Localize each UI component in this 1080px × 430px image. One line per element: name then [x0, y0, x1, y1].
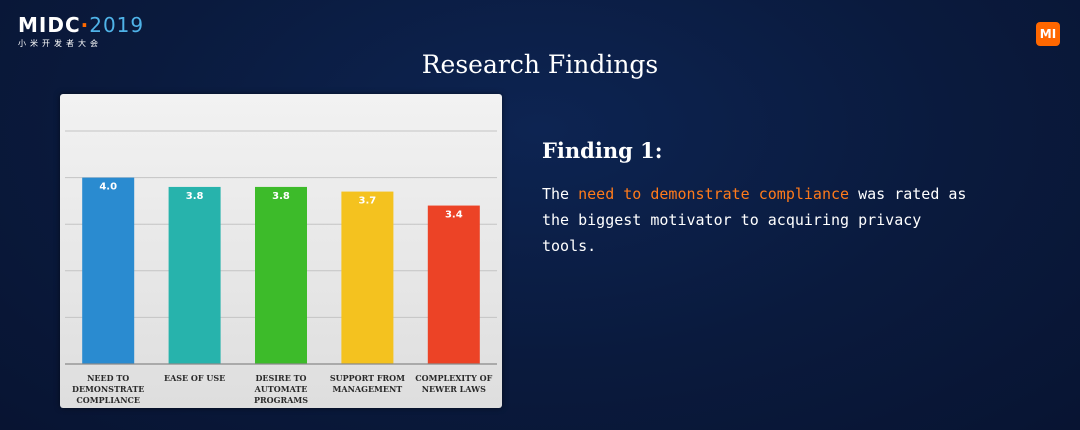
- bar-value-label: 3.4: [445, 210, 463, 221]
- bar-value-label: 4.0: [99, 182, 117, 193]
- category-label-line: NEED TO: [87, 373, 129, 383]
- bar-chart-panel: 4.0 NEED TO DEMONSTRATE COMPLIANCE 3.8 EASE O…: [60, 94, 502, 408]
- chart-bar: [255, 186, 307, 364]
- category-label: EASE OF USE: [164, 373, 225, 383]
- category-label-line: DEMONSTRATE: [72, 384, 144, 394]
- mi-logo-icon: MI: [1036, 22, 1060, 46]
- category-label-line: AUTOMATE: [254, 384, 308, 394]
- finding-heading: Finding 1:: [542, 138, 663, 163]
- finding-text-after: was rated as the biggest motivator to ac…: [542, 185, 967, 255]
- logo-year: 2019: [89, 13, 145, 37]
- category-label-line: MANAGEMENT: [333, 384, 403, 394]
- bar-chart: 4.0 NEED TO DEMONSTRATE COMPLIANCE 3.8 EASE O…: [65, 130, 497, 405]
- category-label: DESIRE TO AUTOMATE PROGRAMS: [254, 373, 309, 405]
- finding-text: The need to demonstrate compliance was r…: [542, 181, 982, 259]
- slide-title: Research Findings: [421, 50, 659, 79]
- logo-text: MIDC: [18, 13, 81, 37]
- bar-value-label: 3.8: [272, 191, 290, 202]
- category-label: NEED TO DEMONSTRATE COMPLIANCE: [72, 373, 144, 405]
- logo-dot: ·: [80, 13, 90, 37]
- category-label-line: EASE OF USE: [164, 373, 225, 383]
- logo-wordmark: MIDC·2019: [18, 14, 144, 36]
- finding-highlight: need to demonstrate compliance: [578, 185, 850, 203]
- category-label: COMPLEXITY OF NEWER LAWS: [415, 373, 492, 394]
- bar-value-label: 3.7: [359, 196, 377, 207]
- logo-subtitle: 小米开发者大会: [18, 39, 102, 48]
- category-label: SUPPORT FROM MANAGEMENT: [330, 373, 405, 394]
- category-label-line: NEWER LAWS: [422, 384, 486, 394]
- chart-bar: [341, 191, 394, 364]
- category-label-line: PROGRAMS: [254, 395, 308, 405]
- chart-bar: [82, 177, 135, 364]
- finding-block: Finding 1: The need to demonstrate compl…: [542, 138, 982, 259]
- category-label-line: COMPLIANCE: [76, 395, 140, 405]
- chart-bar: [427, 205, 480, 364]
- chart-bar: [168, 186, 221, 364]
- category-label-line: SUPPORT FROM: [330, 373, 405, 383]
- category-label-line: DESIRE TO: [255, 373, 306, 383]
- category-label-line: COMPLEXITY OF: [415, 373, 492, 383]
- finding-text-before: The: [542, 185, 579, 203]
- midc-logo: MIDC·2019 小米开发者大会: [18, 14, 144, 49]
- bar-value-label: 3.8: [186, 191, 204, 202]
